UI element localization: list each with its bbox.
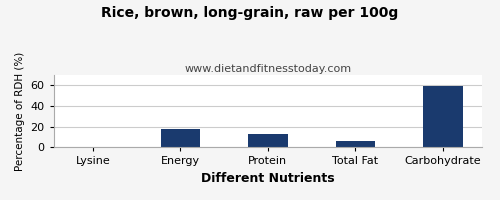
Title: www.dietandfitnesstoday.com: www.dietandfitnesstoday.com xyxy=(184,64,352,74)
Bar xyxy=(336,141,375,147)
Bar xyxy=(248,134,288,147)
Bar xyxy=(424,86,463,147)
Text: Rice, brown, long-grain, raw per 100g: Rice, brown, long-grain, raw per 100g xyxy=(102,6,399,20)
X-axis label: Different Nutrients: Different Nutrients xyxy=(201,172,334,185)
Y-axis label: Percentage of RDH (%): Percentage of RDH (%) xyxy=(15,51,25,171)
Bar xyxy=(160,129,200,147)
